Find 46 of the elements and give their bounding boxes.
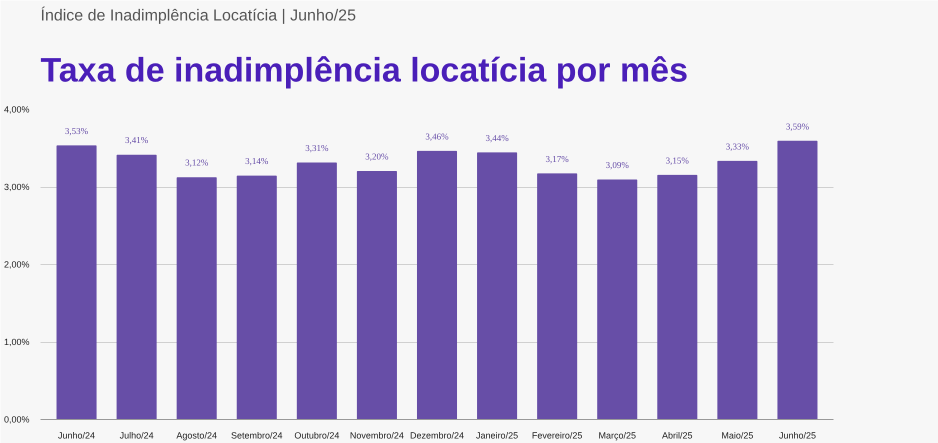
data-label: 3,41% [125, 135, 149, 146]
data-label: 3,12% [185, 158, 209, 168]
bar [296, 162, 337, 420]
data-label: 3,17% [546, 154, 570, 164]
y-tick-label: 4,00% [4, 104, 30, 114]
bar [777, 140, 818, 420]
bar [537, 173, 578, 420]
bar [597, 180, 638, 420]
y-tick-label: 3,00% [4, 182, 30, 192]
bar [356, 171, 397, 420]
x-tick-label: Novembro/24 [350, 430, 404, 440]
chart-subtitle: Índice de Inadimplência Locatícia | Junho/25 [40, 6, 356, 24]
bar [176, 177, 217, 420]
x-tick-label: Outubro/24 [294, 430, 340, 440]
y-tick-label: 1,00% [4, 337, 30, 347]
bar [56, 145, 97, 420]
x-tick-label: Agosto/24 [176, 430, 217, 440]
data-label: 3,15% [666, 155, 690, 166]
data-label: 3,44% [485, 132, 510, 143]
chart-title: Taxa de inadimplência locatícia por mês [40, 52, 688, 90]
x-tick-label: Junho/24 [58, 430, 96, 440]
data-label: 3,31% [305, 142, 329, 153]
x-tick-label: Dezembro/24 [410, 430, 464, 440]
x-tick-label: Fevereiro/25 [532, 430, 582, 440]
data-label: 3,46% [425, 131, 450, 142]
x-tick-label: Maio/25 [721, 430, 754, 440]
x-tick-label: Setembro/24 [231, 430, 283, 440]
x-tick-label: Julho/24 [120, 430, 154, 440]
bar [236, 176, 277, 420]
data-label: 3,33% [726, 141, 750, 152]
bar [416, 150, 458, 420]
x-tick-label: Junho/25 [778, 430, 816, 440]
data-label: 3,20% [365, 152, 390, 162]
bar [657, 174, 698, 420]
data-label: 3,59% [786, 121, 810, 132]
y-tick-label: 2,00% [4, 260, 30, 270]
bar [717, 160, 758, 420]
y-tick-label: 0,00% [4, 414, 30, 424]
x-tick-label: Abril/25 [662, 430, 693, 440]
x-tick-label: Março/25 [598, 430, 636, 440]
data-label: 3,14% [245, 156, 269, 166]
bar [116, 154, 157, 420]
data-label: 3,53% [64, 126, 89, 136]
x-tick-label: Janeiro/25 [476, 430, 518, 440]
bar [477, 152, 518, 420]
data-label: 3,09% [606, 160, 630, 170]
